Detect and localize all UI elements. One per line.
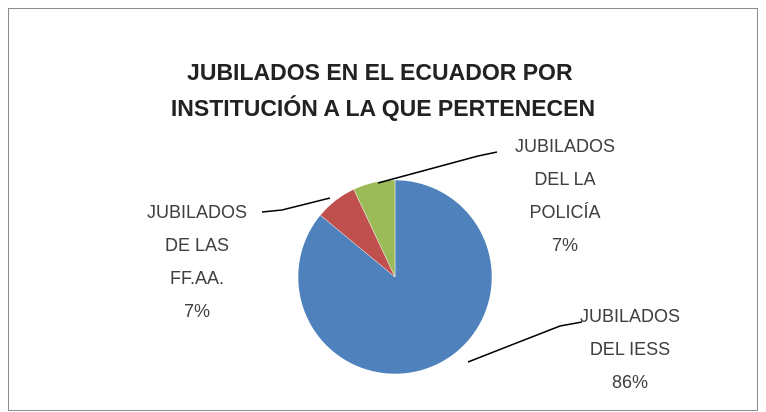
category-label: DEL IESS <box>590 339 670 359</box>
data-label: JUBILADOS DEL LA POLICÍA 7% <box>515 136 615 255</box>
leader-line <box>261 197 331 213</box>
title-line: JUBILADOS EN EL ECUADOR POR <box>187 59 573 85</box>
pie-slice <box>353 179 396 278</box>
data-label: JUBILADOS DEL IESS 86% <box>580 306 680 392</box>
category-label: JUBILADOS <box>147 202 247 222</box>
value-label: 7% <box>552 235 578 255</box>
title-line: INSTITUCIÓN A LA QUE PERTENECEN <box>171 94 595 121</box>
leader-line <box>467 321 583 363</box>
category-label: DEL LA <box>534 169 595 189</box>
chart-title: JUBILADOS EN EL ECUADOR POR INSTITUCIÓN … <box>171 59 595 121</box>
category-label: POLICÍA <box>529 202 600 222</box>
data-label: JUBILADOS DE LAS FF.AA. 7% <box>147 202 247 321</box>
value-label: 7% <box>184 301 210 321</box>
value-label: 86% <box>612 372 648 392</box>
leader-line <box>377 151 498 184</box>
category-label: FF.AA. <box>170 268 224 288</box>
category-label: JUBILADOS <box>515 136 615 156</box>
category-label: JUBILADOS <box>580 306 680 326</box>
category-label: DE LAS <box>165 235 229 255</box>
